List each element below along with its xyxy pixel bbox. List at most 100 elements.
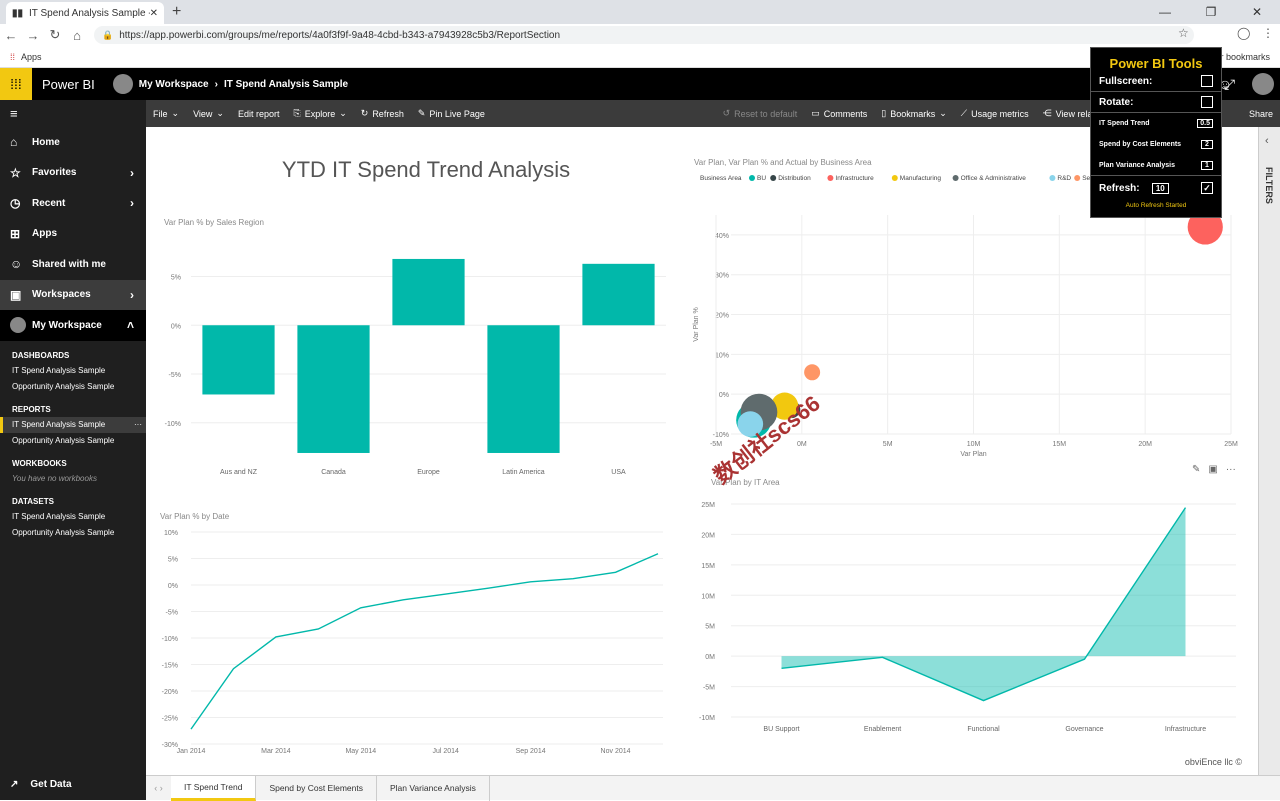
more-options-icon[interactable]: ··· xyxy=(1225,464,1236,475)
refresh-button[interactable]: ↻ Refresh xyxy=(360,108,404,119)
nav-shared[interactable]: ☺ Shared with me xyxy=(0,249,146,280)
chevron-right-icon: › xyxy=(130,165,134,180)
apps-grid-icon[interactable]: ⁞⁞ xyxy=(10,51,16,62)
app-name[interactable]: Power BI xyxy=(42,76,95,92)
report-item-selected[interactable]: IT Spend Analysis Sample ··· xyxy=(0,416,146,433)
url-field[interactable]: 🔒 https://app.powerbi.com/groups/me/repo… xyxy=(94,26,1194,44)
chevron-up-icon: ˄ xyxy=(126,318,134,333)
nav-apps[interactable]: ⊞ Apps xyxy=(0,219,146,250)
dataset-item[interactable]: Opportunity Analysis Sample xyxy=(12,528,115,537)
area-chart[interactable]: 25M 20M 15M 10M 5M 0M -5M -10M BU Support Enablem… xyxy=(686,492,1246,742)
breadcrumb: My Workspace › IT Spend Analysis Sample xyxy=(139,79,348,90)
minimize-button[interactable]: — xyxy=(1159,5,1171,19)
dashboard-item[interactable]: IT Spend Analysis Sample xyxy=(12,366,106,375)
home-button[interactable]: ⌂ xyxy=(73,27,81,43)
powerbi-favicon-icon: ▮▮ xyxy=(12,7,24,19)
line-chart[interactable]: 10% 5% 0% -5% -10% -15% -20% -25% -30%Jan 2014 Ma… xyxy=(146,522,686,757)
close-tab-icon[interactable]: ✕ xyxy=(149,7,158,19)
y-tick-label: 25M xyxy=(701,502,715,509)
related-icon: ⋲ xyxy=(1042,108,1052,118)
pin-visual-icon[interactable]: ✎ xyxy=(1192,464,1201,475)
page3-seconds-input[interactable]: 1 xyxy=(1201,160,1213,170)
hamburger-icon[interactable]: ≡ xyxy=(10,106,18,121)
page3-label: Plan Variance Analysis xyxy=(1099,161,1176,169)
filters-label: FILTERS xyxy=(1264,167,1274,204)
x-tick-label: 15M xyxy=(1053,441,1067,448)
x-tick-label: Functional xyxy=(967,726,1000,733)
x-tick-label: 0M xyxy=(797,441,807,448)
report-item-label: IT Spend Analysis Sample xyxy=(12,420,106,429)
nav-home[interactable]: ⌂ Home xyxy=(0,127,146,158)
view-menu[interactable]: View ⌄ xyxy=(193,108,224,119)
dataset-item[interactable]: IT Spend Analysis Sample xyxy=(12,512,106,521)
breadcrumb-workspace[interactable]: My Workspace xyxy=(138,78,209,90)
y-axis-title: Var Plan % xyxy=(693,307,700,342)
nav-my-workspace[interactable]: My Workspace ˄ xyxy=(0,310,146,341)
page-tab-it-spend-trend[interactable]: IT Spend Trend xyxy=(171,775,257,801)
refresh-interval-input[interactable]: 10 xyxy=(1151,182,1169,194)
breadcrumb-report[interactable]: IT Spend Analysis Sample xyxy=(223,78,349,90)
dashboard-item[interactable]: Opportunity Analysis Sample xyxy=(12,382,115,391)
reports-header: REPORTS xyxy=(12,405,51,414)
chevron-left-icon[interactable]: ‹ xyxy=(1265,135,1269,147)
filters-pane[interactable]: ‹ FILTERS xyxy=(1258,127,1280,775)
bar-chart[interactable]: 5% 0% -5% -10% Aus and NZ Canada Europe Latin A… xyxy=(146,247,686,477)
apps-bookmark[interactable]: Apps xyxy=(21,51,42,62)
close-window-button[interactable]: ✕ xyxy=(1251,5,1263,19)
nav-favorites[interactable]: ☆ Favorites › xyxy=(0,158,146,189)
page2-label: Spend by Cost Elements xyxy=(1099,141,1182,148)
app-launcher-icon[interactable]: ⁞⁞⁞ xyxy=(0,68,32,100)
page2-seconds-input[interactable]: 2 xyxy=(1201,140,1213,149)
y-tick-label: -30% xyxy=(162,742,178,749)
edit-report-button[interactable]: Edit report xyxy=(237,108,280,119)
get-data-button[interactable]: ↗ Get Data xyxy=(10,779,72,790)
nav-recent-label: Recent xyxy=(32,197,66,209)
browser-tab[interactable]: ▮▮ IT Spend Analysis Sample - Powe ✕ xyxy=(6,2,164,24)
more-options-icon[interactable]: ··· xyxy=(134,420,142,429)
restore-button[interactable]: ❐ xyxy=(1205,5,1217,19)
pin-live-page-button[interactable]: ✎ Pin Live Page xyxy=(417,108,485,119)
reload-button[interactable]: ↻ xyxy=(49,27,61,42)
explore-menu[interactable]: ⎘ Explore ⌄ xyxy=(293,108,347,119)
scatter-point xyxy=(804,364,821,381)
legend-label: Distribution xyxy=(778,175,811,182)
nav-recent[interactable]: ◷ Recent › xyxy=(0,188,146,219)
line-chart-title: Var Plan % by Date xyxy=(160,512,230,521)
new-tab-button[interactable]: + xyxy=(172,3,182,20)
page2-row: Spend by Cost Elements 2 xyxy=(1091,134,1221,155)
nav-workspaces[interactable]: ▣ Workspaces › xyxy=(0,279,146,310)
forward-button[interactable]: → xyxy=(26,27,40,43)
user-avatar[interactable] xyxy=(1246,68,1280,100)
scatter-chart[interactable]: Business Area BU Distribution Infrastructur… xyxy=(686,167,1246,467)
page-tab-plan-variance-analysis[interactable]: Plan Variance Analysis xyxy=(377,775,490,801)
view-related-button[interactable]: ⋲ View related xyxy=(1042,108,1105,119)
profile-icon[interactable]: ◯ xyxy=(1237,26,1251,40)
y-tick-label: 30% xyxy=(715,273,729,280)
refresh-label: Refresh: xyxy=(1099,182,1140,194)
url-text: https://app.powerbi.com/groups/me/report… xyxy=(119,29,561,41)
share-button[interactable]: Share xyxy=(1248,108,1273,119)
usage-metrics-button[interactable]: ⟋ Usage metrics xyxy=(960,108,1029,119)
prev-page-icon[interactable]: ‹ › xyxy=(154,783,163,793)
scatter-chart-title: Var Plan, Var Plan % and Actual by Busin… xyxy=(694,158,872,167)
star-icon[interactable]: ☆ xyxy=(1178,26,1189,40)
reset-default-button[interactable]: ↺ Reset to default xyxy=(722,108,798,119)
rotate-checkbox[interactable] xyxy=(1201,96,1213,108)
bookmarks-menu[interactable]: ▯ Bookmarks ⌄ xyxy=(881,108,947,119)
y-tick-label: 40% xyxy=(715,233,729,240)
bookmark-icon: ▯ xyxy=(881,108,887,118)
other-bookmarks[interactable]: er bookmarks xyxy=(1215,51,1270,62)
page-tab-spend-by-cost-elements[interactable]: Spend by Cost Elements xyxy=(256,775,377,801)
page1-seconds-input[interactable]: 0.5 xyxy=(1197,119,1213,128)
file-menu[interactable]: File ⌄ xyxy=(153,108,180,119)
menu-dots-icon[interactable]: ⋮ xyxy=(1262,26,1274,40)
focus-mode-icon[interactable]: ▣ xyxy=(1208,464,1218,475)
explore-icon: ⎘ xyxy=(293,108,301,118)
rotate-label: Rotate: xyxy=(1099,96,1134,108)
report-item[interactable]: Opportunity Analysis Sample xyxy=(12,436,115,445)
refresh-checkbox[interactable]: ✓ xyxy=(1200,182,1213,194)
comments-button[interactable]: ▭ Comments xyxy=(811,108,868,119)
fullscreen-checkbox[interactable] xyxy=(1201,75,1213,87)
x-tick-label: Canada xyxy=(321,469,346,476)
back-button[interactable]: ← xyxy=(4,27,18,43)
